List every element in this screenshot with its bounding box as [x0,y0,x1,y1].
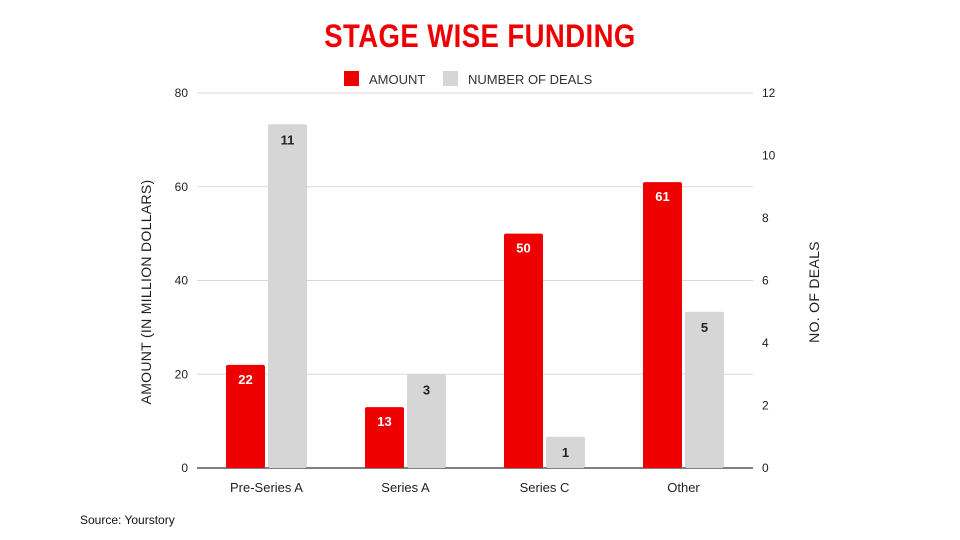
data-label-amount: 22 [238,372,252,387]
source-note: Source: Yourstory [80,513,175,527]
bar-deals [268,124,307,468]
legend-label-amount: AMOUNT [369,72,425,87]
bar-amount [365,407,404,468]
x-tick-label: Other [667,480,700,495]
legend-swatch-deals [443,71,458,86]
y-tick-label: 0 [181,461,188,475]
legend-label-deals: NUMBER OF DEALS [468,72,593,87]
y-tick-label: 60 [175,180,189,194]
data-label-amount: 13 [377,414,391,429]
y2-axis-title: NO. OF DEALS [806,241,822,343]
y2-tick-label: 10 [762,149,776,163]
x-tick-label: Series A [381,480,430,495]
bar-amount [504,233,543,468]
y2-tick-label: 6 [762,274,769,288]
bar-deals [685,311,724,468]
y2-tick-label: 0 [762,461,769,475]
y2-tick-label: 4 [762,336,769,350]
x-tick-label: Pre-Series A [230,480,303,495]
y2-tick-label: 8 [762,211,769,225]
y2-tick-label: 12 [762,86,776,100]
y-tick-label: 80 [175,86,189,100]
chart-title: STAGE WISE FUNDING [324,18,636,54]
data-label-deals: 1 [562,445,569,460]
data-label-deals: 3 [423,382,430,397]
legend: AMOUNT NUMBER OF DEALS [344,71,593,87]
data-label-amount: 50 [516,241,530,256]
y-axis-title: AMOUNT (IN MILLION DOLLARS) [138,180,154,405]
bar-amount [643,182,682,468]
data-label-amount: 61 [655,189,669,204]
x-tick-label: Series C [520,480,570,495]
y-tick-label: 40 [175,274,189,288]
bar-deals [546,436,585,468]
data-label-deals: 11 [281,132,295,147]
y-tick-label: 20 [175,367,189,381]
legend-swatch-amount [344,71,359,86]
bar-deals [407,374,446,468]
y2-tick-label: 2 [762,399,769,413]
data-label-deals: 5 [701,320,708,335]
bar-amount [226,364,265,468]
